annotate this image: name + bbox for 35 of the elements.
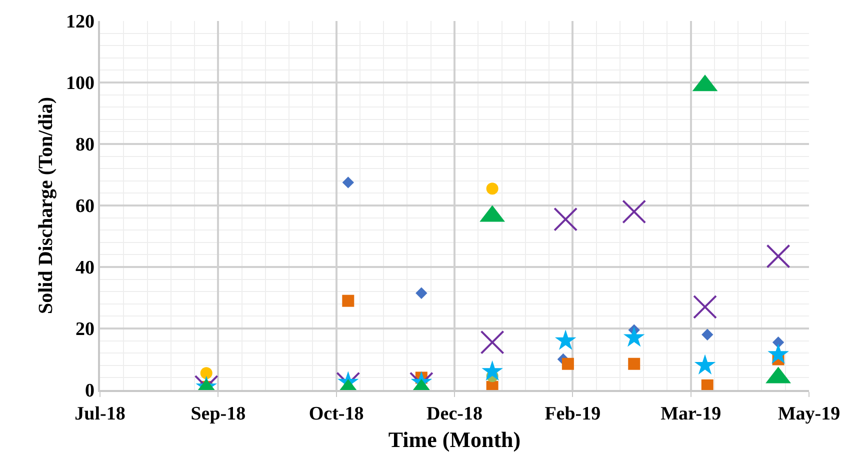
y-tick-label: 40 [75,258,94,279]
y-tick-label: 20 [75,319,94,340]
y-tick-label: 100 [66,73,94,94]
point [480,330,504,354]
y-tick-label: 120 [66,12,94,33]
point [342,294,354,307]
y-tick-label: 60 [75,196,94,218]
y-tick-label: 80 [75,134,94,156]
point [702,328,714,340]
point [562,358,574,370]
x-tick-label: Jul-18 [74,404,126,425]
point [622,200,646,224]
x-tick-label: Oct-18 [308,404,364,425]
point [416,287,428,299]
point [200,367,212,380]
x-tick-label: Mar-19 [660,404,722,425]
x-tick-label: Sep-18 [190,404,246,425]
point [623,326,645,347]
x-tick-label: Dec-18 [426,404,482,425]
x-axis-title: Time (Month) [388,426,521,452]
point [701,379,714,390]
x-tick-label: Feb-19 [544,404,601,425]
y-axis-title: Solid Discharge (Ton/dia) [34,96,57,314]
point [482,360,503,381]
point [628,358,640,370]
point [486,182,498,195]
point [694,354,716,374]
point [554,330,576,350]
point [768,343,789,364]
y-tick-label: 0 [84,380,94,402]
point [342,176,354,188]
point [693,294,718,319]
x-tick-label: May-19 [778,404,840,425]
point [554,207,578,232]
point [766,244,790,268]
